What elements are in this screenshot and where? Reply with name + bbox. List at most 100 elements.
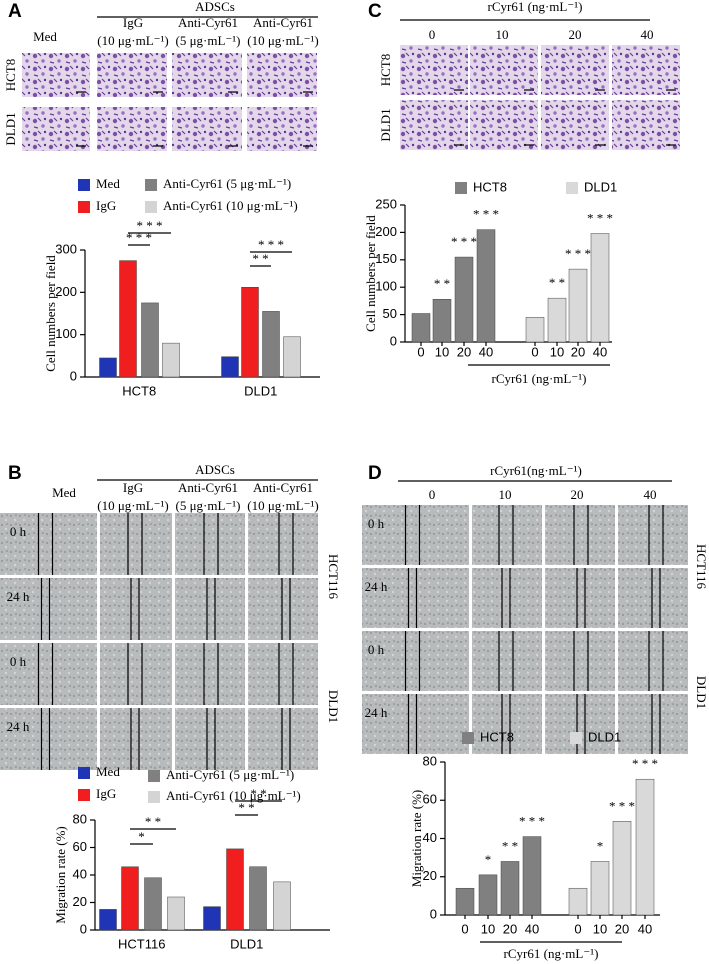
- bar: [203, 906, 221, 931]
- x-tick-label: 20: [615, 921, 629, 936]
- column-label: 0: [429, 487, 436, 502]
- bar: [590, 861, 610, 916]
- y-tick-label: 20: [73, 894, 87, 909]
- cell-line-label: DLD1: [694, 676, 709, 709]
- bar: [522, 836, 542, 916]
- bar: [612, 821, 632, 916]
- panel-label: D: [368, 463, 382, 484]
- bar: [121, 866, 139, 931]
- y-axis-label: Cell numbers per field: [363, 215, 378, 332]
- bar: [167, 896, 185, 931]
- significance: * *: [250, 786, 266, 801]
- micrograph: [100, 513, 172, 575]
- micrograph: [472, 505, 542, 565]
- legend-swatch: [145, 179, 157, 191]
- column-label: Anti-Cyr61: [178, 15, 238, 30]
- y-tick-label: 50: [383, 306, 397, 321]
- micrograph: [175, 708, 245, 770]
- legend-label: Med: [96, 176, 120, 191]
- column-label: (10 μg·mL⁻¹): [97, 498, 169, 513]
- micrograph: [618, 694, 688, 754]
- micrograph: [362, 631, 469, 691]
- column-label: Med: [52, 485, 76, 500]
- x-tick-label: 10: [593, 921, 607, 936]
- column-label: Anti-Cyr61: [253, 480, 313, 495]
- x-tick-label: 10: [481, 921, 495, 936]
- legend-swatch: [78, 179, 90, 191]
- significance: *: [138, 829, 145, 844]
- micrograph: [100, 578, 172, 640]
- micrograph: [175, 513, 245, 575]
- column-label: 10: [496, 27, 509, 42]
- column-label: 40: [644, 487, 657, 502]
- significance: * * *: [565, 246, 591, 261]
- x-tick-label: 0: [531, 344, 538, 359]
- bar: [635, 778, 655, 916]
- micrograph: [362, 568, 469, 628]
- cell-line-label: HCT116: [694, 544, 709, 590]
- column-label: IgG: [123, 15, 143, 30]
- legend-swatch: [148, 791, 160, 803]
- column-label: (10 μg·mL⁻¹): [247, 33, 319, 48]
- panel-label: A: [8, 1, 22, 22]
- y-tick-label: 0: [80, 921, 87, 936]
- y-axis-label: Migration rate (%): [53, 826, 68, 923]
- micrograph: [612, 45, 680, 95]
- micrograph: [97, 53, 167, 97]
- micrograph: [362, 694, 469, 754]
- column-label: 10: [499, 487, 512, 502]
- column-label: 0: [429, 27, 436, 42]
- bar: [144, 877, 162, 931]
- bar: [162, 342, 180, 378]
- y-tick-label: 60: [423, 792, 437, 807]
- row-label: HCT8: [378, 54, 393, 87]
- y-tick-label: 250: [375, 196, 397, 211]
- bar: [547, 297, 567, 343]
- row-label: 0 h: [10, 524, 27, 539]
- column-label: Med: [33, 29, 57, 44]
- legend-swatch: [455, 182, 467, 194]
- micrograph: [400, 100, 468, 150]
- micrograph: [97, 107, 167, 151]
- x-tick-label: 40: [525, 921, 539, 936]
- micrograph: [100, 708, 172, 770]
- micrograph: [545, 568, 615, 628]
- bar: [99, 357, 117, 378]
- significance: * *: [252, 251, 268, 266]
- y-tick-label: 0: [390, 333, 397, 348]
- significance: * * *: [126, 230, 152, 245]
- micrograph: [0, 513, 97, 575]
- micrograph: [472, 694, 542, 754]
- significance: * * *: [451, 234, 477, 249]
- group-label: ADSCs: [195, 0, 235, 14]
- bar: [119, 260, 137, 378]
- legend-label: Med: [96, 764, 120, 779]
- x-tick-label: 20: [457, 344, 471, 359]
- significance: * *: [145, 814, 161, 829]
- x-axis-label: rCyr61 (ng·mL⁻¹): [492, 371, 587, 386]
- column-label: IgG: [123, 480, 143, 495]
- micrograph: [545, 694, 615, 754]
- x-tick-label: DLD1: [230, 936, 263, 951]
- row-label: 24 h: [365, 705, 388, 720]
- header-label: rCyr61 (ng·mL⁻¹): [488, 0, 583, 14]
- legend-swatch: [148, 770, 160, 782]
- panel-label: C: [368, 1, 382, 22]
- row-label: 24 h: [7, 719, 30, 734]
- row-label: 0 h: [368, 642, 385, 657]
- y-tick-label: 60: [73, 839, 87, 854]
- y-tick-label: 40: [73, 866, 87, 881]
- column-label: 20: [569, 27, 582, 42]
- y-tick-label: 100: [55, 326, 77, 341]
- bar: [478, 874, 498, 916]
- micrograph: [0, 643, 97, 705]
- x-tick-label: 40: [638, 921, 652, 936]
- bar: [568, 268, 588, 343]
- micrograph: [100, 643, 172, 705]
- micrograph: [470, 100, 538, 150]
- bar: [273, 881, 291, 931]
- y-tick-label: 300: [55, 241, 77, 256]
- significance: * *: [434, 276, 450, 291]
- row-label: 24 h: [365, 579, 388, 594]
